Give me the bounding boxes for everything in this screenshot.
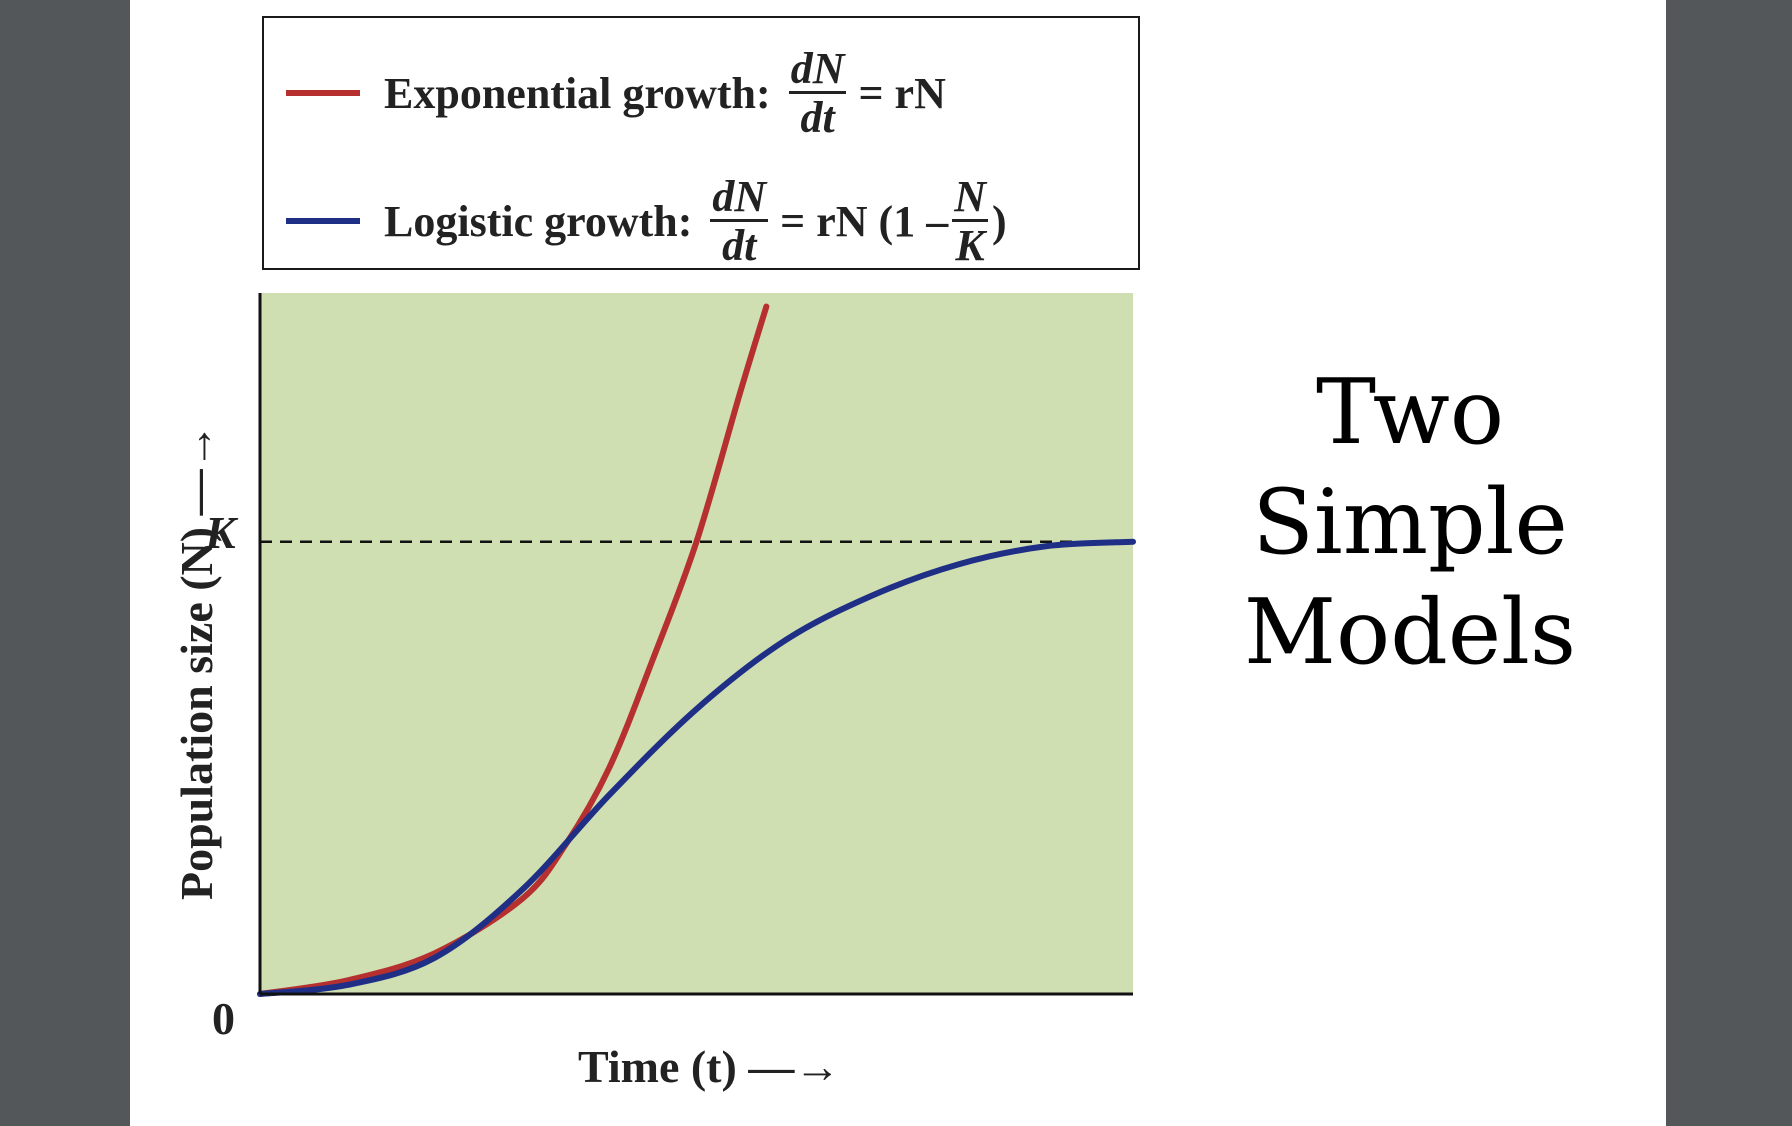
fraction-numerator: dN <box>710 171 769 222</box>
legend-label-exponential: Exponential growth: <box>384 68 771 118</box>
legend-equation-exponential: = rN <box>858 68 946 118</box>
fraction-denominator: dt <box>800 92 835 142</box>
y-axis-title: Population size (N) —→ <box>171 423 222 900</box>
plot-background <box>260 293 1133 994</box>
zero-tick-label: 0 <box>212 993 235 1044</box>
fraction-denominator: K <box>955 220 985 270</box>
legend-swatch-exponential <box>286 90 360 96</box>
legend-closing-paren: ) <box>991 196 1007 246</box>
legend-swatch-logistic <box>286 218 360 224</box>
series-line-logistic <box>257 538 1136 997</box>
legend-equation-logistic: = rN (1 – <box>780 196 949 246</box>
legend-label-logistic: Logistic growth: <box>384 196 693 246</box>
legend-inner-fraction: N K <box>952 171 988 270</box>
slide-title-line: Models <box>1243 580 1577 685</box>
legend-item-logistic: Logistic growth: dN dt = rN (1 – N K ) <box>286 174 1007 267</box>
fraction-numerator: N <box>952 171 988 222</box>
series-line-exponential <box>257 303 770 997</box>
legend-fraction-logistic: dN dt <box>710 171 769 270</box>
slide-title-line: Two <box>1315 360 1505 465</box>
slide-title: Two Simple Models <box>1230 358 1590 688</box>
legend-fraction-exponential: dN dt <box>788 43 847 142</box>
x-axis-title: Time (t) —→ <box>578 1041 841 1092</box>
legend-item-exponential: Exponential growth: dN dt = rN <box>286 46 946 139</box>
fraction-numerator: dN <box>788 43 847 94</box>
chart-legend: Exponential growth: dN dt = rN Logistic … <box>262 16 1140 270</box>
k-tick-label: K <box>205 507 236 558</box>
fraction-denominator: dt <box>722 220 757 270</box>
slide-title-line: Simple <box>1252 470 1568 575</box>
